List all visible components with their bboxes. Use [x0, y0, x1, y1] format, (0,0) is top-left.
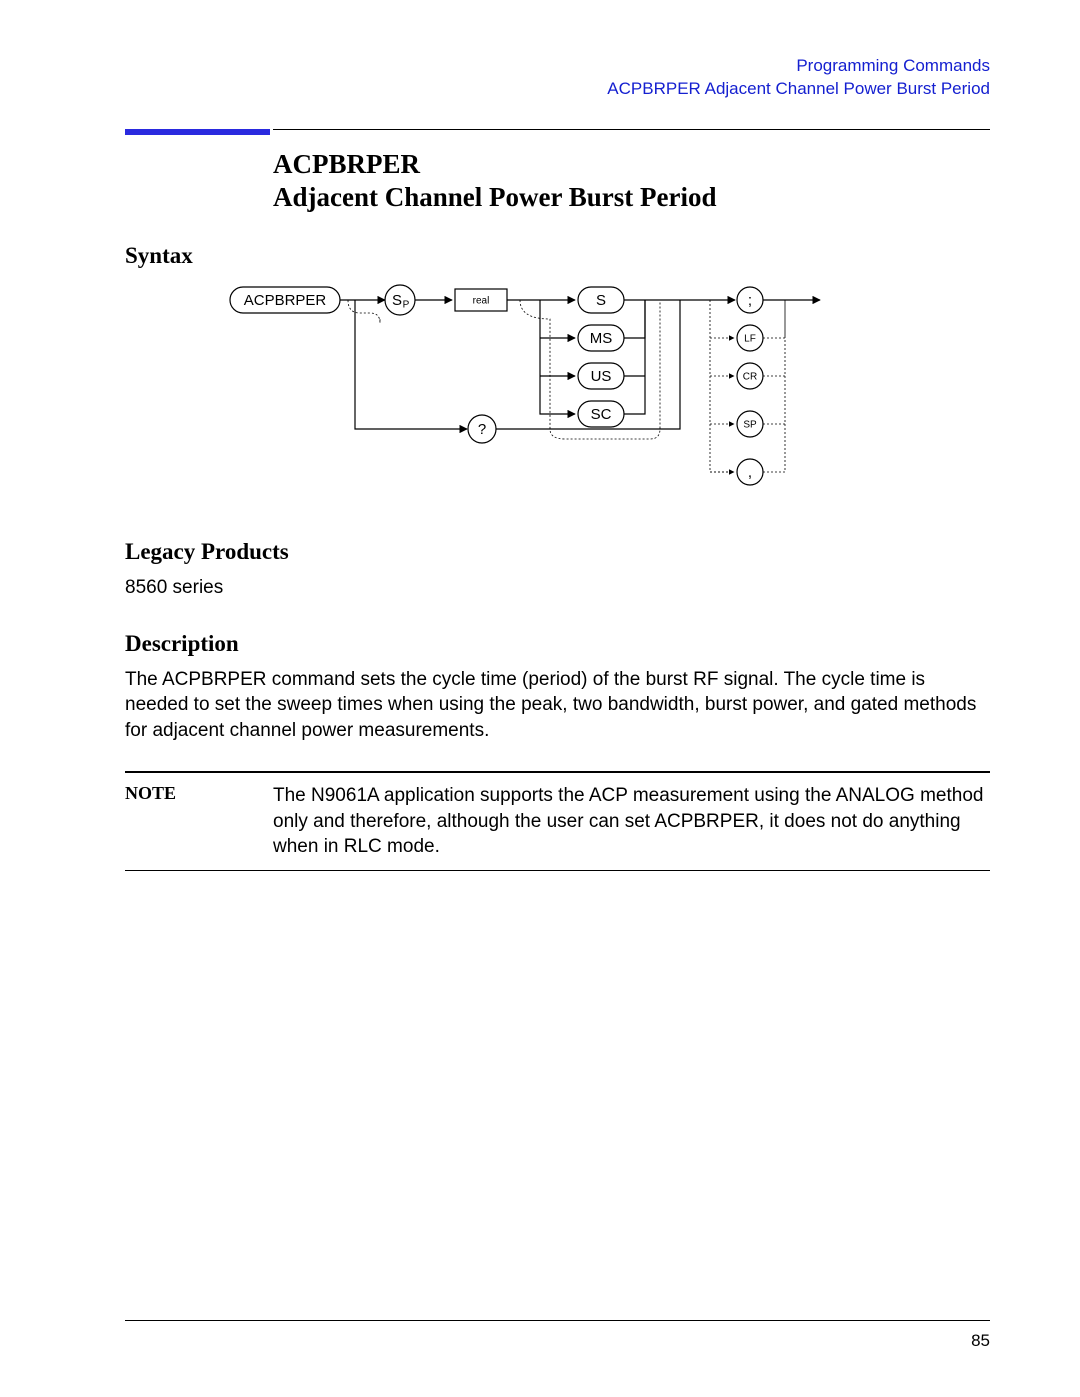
note-rule-top: [125, 771, 990, 773]
description-body: The ACPBRPER command sets the cycle time…: [125, 667, 990, 744]
svg-text:SC: SC: [591, 406, 612, 423]
footer-rule: [125, 1320, 990, 1322]
note-rule-bot: [125, 870, 990, 872]
rule-blue: [125, 129, 270, 135]
diagram-command: ACPBRPER: [244, 292, 327, 309]
diagram-units: S MS US SC: [578, 287, 624, 427]
diagram-query: ?: [478, 421, 486, 438]
header-subtitle: ACPBRPER Adjacent Channel Power Burst Pe…: [125, 78, 990, 101]
diagram-sp-sub: P: [403, 300, 410, 311]
header-link[interactable]: Programming Commands: [125, 55, 990, 78]
svg-text:US: US: [591, 368, 612, 385]
page-number: 85: [971, 1331, 990, 1351]
legacy-heading: Legacy Products: [125, 539, 990, 565]
command-name: ACPBRPER: [273, 149, 990, 180]
note-label: NOTE: [125, 783, 273, 804]
svg-text:S: S: [596, 292, 606, 309]
diagram-sp: S: [392, 292, 402, 309]
diagram-real: real: [473, 296, 490, 307]
diagram-term-semicolon: ;: [748, 292, 752, 309]
svg-text:,: ,: [748, 464, 752, 481]
note-body: The N9061A application supports the ACP …: [273, 783, 990, 860]
legacy-body: 8560 series: [125, 575, 990, 601]
svg-text:SP: SP: [743, 420, 757, 431]
command-description: Adjacent Channel Power Burst Period: [273, 182, 990, 213]
svg-text:MS: MS: [590, 330, 613, 347]
syntax-diagram: .l{stroke:#000;stroke-width:1.2;fill:non…: [220, 279, 860, 509]
page-header: Programming Commands ACPBRPER Adjacent C…: [125, 55, 990, 101]
page: Programming Commands ACPBRPER Adjacent C…: [0, 0, 1080, 1397]
svg-text:CR: CR: [743, 372, 757, 383]
rule-black: [273, 129, 990, 131]
svg-text:LF: LF: [744, 334, 756, 345]
syntax-heading: Syntax: [125, 243, 990, 269]
description-heading: Description: [125, 631, 990, 657]
note-block: NOTE The N9061A application supports the…: [125, 771, 990, 871]
header-rules: [125, 129, 990, 135]
diagram-terminators: LF CR SP ,: [737, 325, 763, 485]
title-block: ACPBRPER Adjacent Channel Power Burst Pe…: [273, 149, 990, 213]
